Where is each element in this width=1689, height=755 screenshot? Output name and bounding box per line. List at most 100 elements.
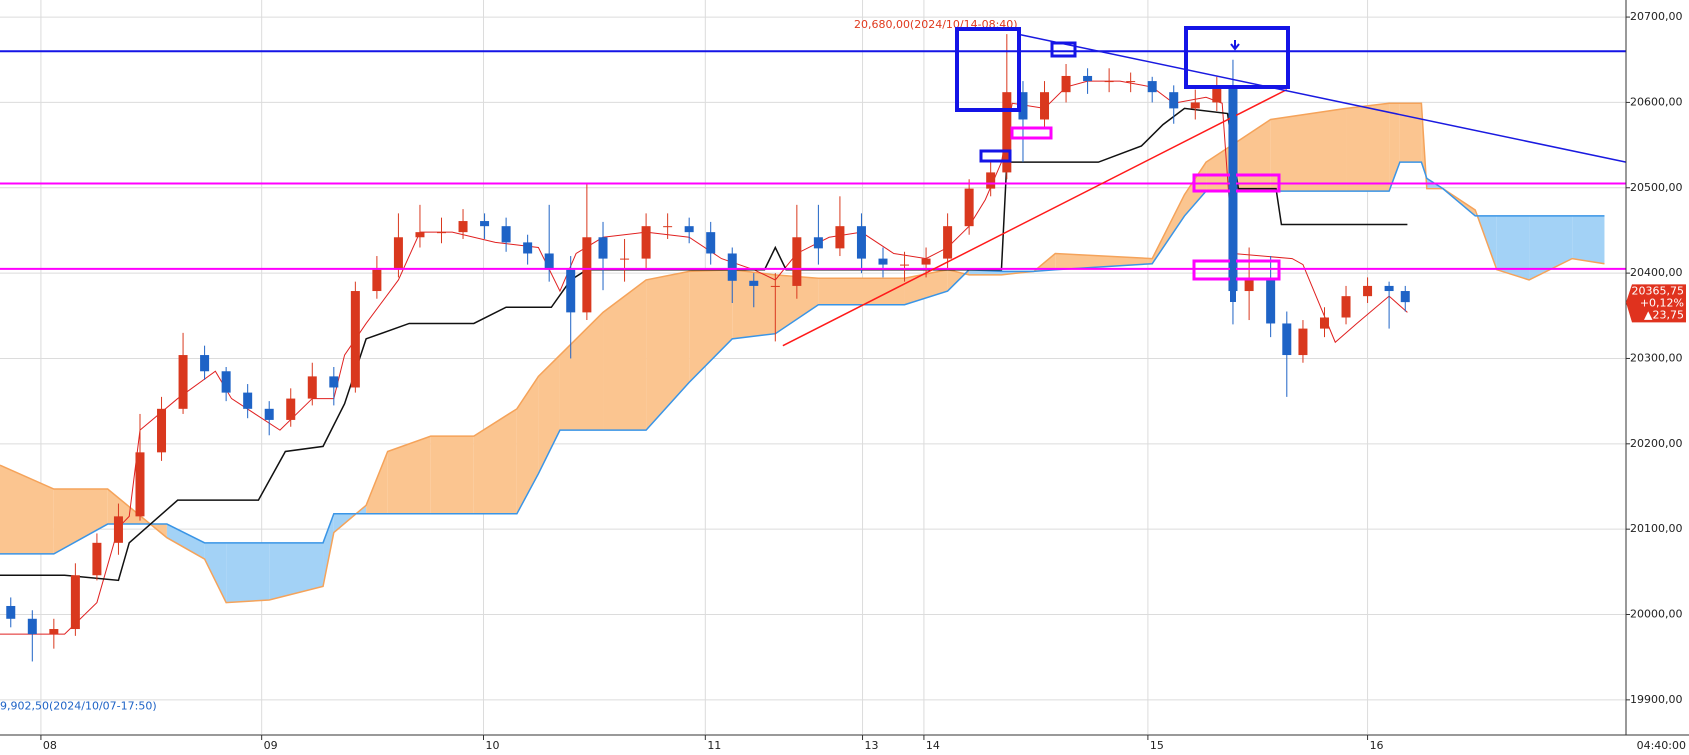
cloud — [0, 102, 1605, 604]
cloud-segment — [430, 436, 474, 514]
cloud-segment — [969, 269, 1002, 275]
y-tick-label: 20700,00 — [1630, 10, 1683, 23]
price-box — [1626, 284, 1686, 323]
box — [1192, 259, 1281, 281]
candle-body — [684, 226, 694, 233]
box — [1184, 26, 1290, 89]
cloud-segment — [166, 524, 205, 560]
candle-body — [641, 226, 651, 259]
candle-body — [286, 398, 296, 420]
candle-body — [264, 408, 274, 420]
cloud-segment — [323, 513, 334, 587]
drawing-boxes — [955, 26, 1290, 302]
candle-body — [1384, 285, 1394, 292]
cloud-segment — [559, 312, 604, 431]
axes: 19900,00 20000,00 20100,00 20200,00 20300,00… — [40, 10, 1686, 752]
cloud-segment — [53, 489, 108, 554]
cloud-segment — [818, 278, 905, 305]
candle-body — [113, 516, 123, 543]
indicator-line — [0, 80, 1408, 635]
time-label: 04:40:00 — [1637, 739, 1686, 752]
candle-body — [415, 232, 425, 238]
cloud-segment — [646, 271, 690, 431]
cloud-segment — [0, 465, 54, 554]
candle-body — [92, 542, 102, 576]
arrow — [1230, 40, 1240, 51]
candle-body — [749, 280, 759, 286]
candle-body — [1104, 81, 1114, 83]
candle-body — [523, 242, 533, 254]
indicator-line — [0, 107, 1408, 582]
candle-body — [70, 575, 80, 630]
box — [955, 27, 1021, 112]
cloud-segment — [1270, 108, 1347, 192]
candle-body — [6, 605, 16, 619]
cloud-segment — [1496, 215, 1530, 280]
cloud-segment — [269, 542, 324, 601]
cloud-segment — [1529, 215, 1573, 280]
x-tick-label: 09 — [264, 739, 278, 752]
candle-body — [856, 226, 866, 259]
candle-body — [1282, 323, 1292, 356]
candle-body — [1190, 102, 1200, 109]
candle-body — [393, 237, 403, 270]
price-change: ▲23,75 — [1644, 308, 1684, 321]
cloud-span-a — [0, 102, 1605, 604]
candle-body — [1319, 317, 1329, 329]
y-tick-label: 19900,00 — [1630, 693, 1683, 706]
candles — [6, 34, 1410, 662]
candle-body — [582, 237, 592, 313]
candle-body — [792, 237, 802, 286]
candle-body — [566, 269, 576, 313]
box — [979, 149, 1012, 163]
candle-body — [458, 221, 468, 233]
candle-body — [350, 291, 360, 388]
candle-body — [1061, 75, 1071, 93]
cloud-segment — [775, 274, 819, 334]
y-tick-label: 20100,00 — [1630, 522, 1683, 535]
cloud-segment — [538, 355, 560, 474]
candle-body — [1244, 279, 1254, 292]
candle-body — [620, 258, 630, 260]
candle-body — [544, 253, 554, 270]
x-tick-label: 15 — [1150, 739, 1164, 752]
candle-body — [329, 376, 339, 388]
candle-body — [921, 258, 931, 265]
cloud-segment — [387, 436, 431, 514]
y-tick-label: 20500,00 — [1630, 181, 1683, 194]
box — [1050, 41, 1077, 58]
candle-body — [307, 376, 317, 399]
candle-body — [900, 264, 910, 266]
x-tick-label: 16 — [1370, 739, 1384, 752]
indicator-lines — [0, 80, 1408, 635]
trend-line — [1017, 33, 1627, 163]
y-tick-label: 20200,00 — [1630, 437, 1683, 450]
cloud-segment — [473, 408, 517, 514]
candle-body — [480, 221, 490, 227]
candle-body — [436, 232, 446, 234]
candle-body — [1400, 291, 1410, 303]
candle-body — [770, 285, 780, 287]
candle-body — [135, 452, 145, 517]
candle-body — [1002, 92, 1012, 173]
cloud-segment — [689, 269, 733, 383]
candle-body — [49, 629, 59, 635]
candle-body — [178, 355, 188, 409]
cloud-segment — [1238, 119, 1271, 192]
price-change-pct: +0,12% — [1640, 296, 1684, 309]
candle-body — [1147, 81, 1157, 93]
candle-body — [964, 188, 974, 227]
candle-body — [501, 226, 511, 243]
candle-body — [1212, 87, 1222, 103]
x-tick-label: 10 — [485, 739, 499, 752]
cloud-segment — [1572, 215, 1605, 264]
candle-body — [986, 172, 996, 189]
box — [1010, 126, 1053, 140]
x-tick-label: 08 — [43, 739, 57, 752]
candle-body — [1341, 296, 1351, 318]
y-tick-label: 20300,00 — [1630, 351, 1683, 364]
y-tick-label: 20000,00 — [1630, 608, 1683, 621]
